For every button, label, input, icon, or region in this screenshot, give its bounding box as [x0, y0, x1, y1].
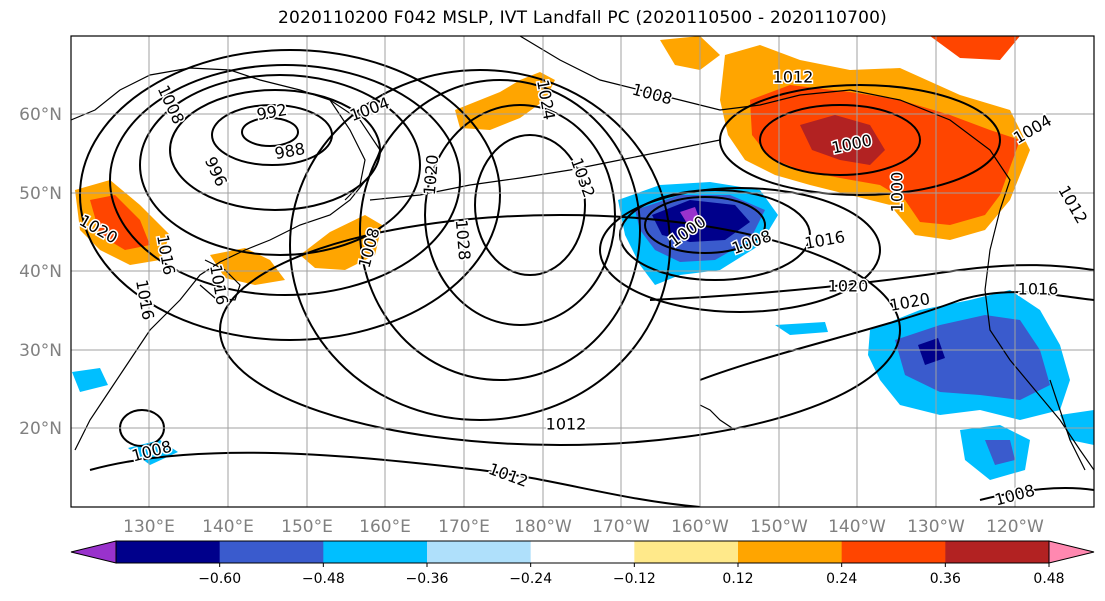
isobar-1000-e — [644, 196, 766, 254]
contour-label: 1020 — [420, 154, 442, 196]
lat-tick-label: 30°N — [19, 341, 62, 361]
lon-tick-label: 170°W — [592, 517, 650, 537]
anomaly-positive-north — [660, 36, 720, 70]
contour-label: 1012 — [773, 68, 814, 87]
colorbar-frame — [115, 540, 1050, 564]
colorbar-tick-label: −0.12 — [613, 571, 656, 587]
lon-tick-label: 130°E — [123, 517, 175, 537]
isobar-1004-w — [109, 64, 461, 296]
lon-tick-label: 180°W — [514, 517, 572, 537]
isobar-1004-e — [619, 189, 811, 281]
coast-mexico — [1049, 379, 1086, 471]
contour-label: 1028 — [452, 219, 474, 261]
colorbar-tick-label: −0.48 — [302, 571, 345, 587]
colorbar-tick-label: 0.36 — [930, 571, 961, 587]
coast-alaska — [519, 36, 1011, 211]
lat-tick-label: 20°N — [19, 419, 62, 439]
anomaly-negative-pacific-small — [775, 322, 828, 335]
isobar-1008-e — [599, 187, 881, 313]
colorbar-swatch — [738, 541, 843, 563]
isobar-1016-c — [219, 214, 901, 446]
colorbar-tick-label: −0.36 — [406, 571, 449, 587]
colorbar-tick-label: −0.24 — [509, 571, 552, 587]
colorbar-swatch — [323, 541, 428, 563]
anomaly-positive-alaska-core — [800, 115, 885, 165]
lon-tick-label: 160°W — [671, 517, 729, 537]
anomaly-negative-central-core — [652, 200, 750, 242]
lat-tick-label: 60°N — [19, 105, 62, 125]
colorbar-swatch — [427, 541, 532, 563]
coast-canada — [984, 209, 1094, 471]
lon-tick-label: 140°E — [202, 517, 254, 537]
isobar-1012-se — [979, 487, 1094, 501]
colorbar — [70, 540, 1095, 564]
colorbar-swatch — [841, 541, 946, 563]
colorbar-swatch — [116, 541, 221, 563]
isobar-1020-e — [699, 291, 1094, 381]
graticule — [71, 36, 1094, 507]
contour-label: 1000 — [888, 172, 907, 213]
colorbar-extend-high — [1048, 540, 1095, 564]
anomaly-positive-china-inner — [90, 195, 150, 250]
isobar-1004-ne — [719, 84, 1001, 196]
anomaly-negative-east-mid — [895, 315, 1050, 400]
colorbar-extend-low — [70, 540, 117, 564]
colorbar-tick-label: 0.12 — [722, 571, 753, 587]
figure-title: 2020110200 F042 MSLP, IVT Landfall PC (2… — [278, 8, 887, 28]
colorbar-swatch — [945, 541, 1050, 563]
lon-tick-label: 160°E — [359, 517, 411, 537]
map-frame — [70, 35, 1095, 508]
lon-tick-label: 130°W — [907, 517, 965, 537]
ivt-anomaly-fills — [72, 36, 1094, 480]
lon-tick-label: 150°W — [750, 517, 808, 537]
colorbar-swatch — [634, 541, 739, 563]
anomaly-negative-central-peak — [680, 207, 700, 225]
coast-hawaii — [699, 404, 736, 431]
lon-tick-label: 150°E — [281, 517, 333, 537]
lat-tick-label: 40°N — [19, 262, 62, 282]
contour-label: 1016 — [1018, 280, 1059, 299]
colorbar-tick-label: 0.48 — [1033, 571, 1064, 587]
colorbar-tick-label: 0.24 — [826, 571, 857, 587]
lon-tick-label: 120°W — [986, 517, 1044, 537]
isobar-1028 — [424, 104, 616, 326]
isobar-996 — [169, 89, 381, 211]
colorbar-swatch — [530, 541, 635, 563]
isobar-1000-w — [139, 74, 421, 256]
anomaly-negative-mexico-mid — [985, 440, 1015, 465]
colorbar-swatch — [219, 541, 324, 563]
isobar-1024 — [359, 79, 641, 381]
contour-label: 1020 — [828, 277, 869, 296]
contour-label: 1012 — [546, 415, 587, 434]
lon-tick-label: 140°W — [828, 517, 886, 537]
mslp-contours — [79, 49, 1094, 507]
isobar-1008-w — [79, 49, 501, 341]
isobar-1012-s — [89, 451, 701, 507]
lon-tick-label: 170°E — [438, 517, 490, 537]
isobar-988 — [241, 117, 299, 147]
isobar-1020 — [289, 69, 671, 421]
isobar-1016-e — [649, 264, 1094, 301]
anomaly-negative-east-core — [918, 338, 945, 365]
lat-tick-label: 50°N — [19, 184, 62, 204]
anomaly-positive-north2 — [930, 36, 1020, 60]
anomaly-negative-west — [72, 368, 108, 392]
isobar-1000-ne — [759, 104, 921, 176]
isobar-1032 — [474, 134, 586, 276]
colorbar-tick-label: −0.60 — [198, 571, 241, 587]
